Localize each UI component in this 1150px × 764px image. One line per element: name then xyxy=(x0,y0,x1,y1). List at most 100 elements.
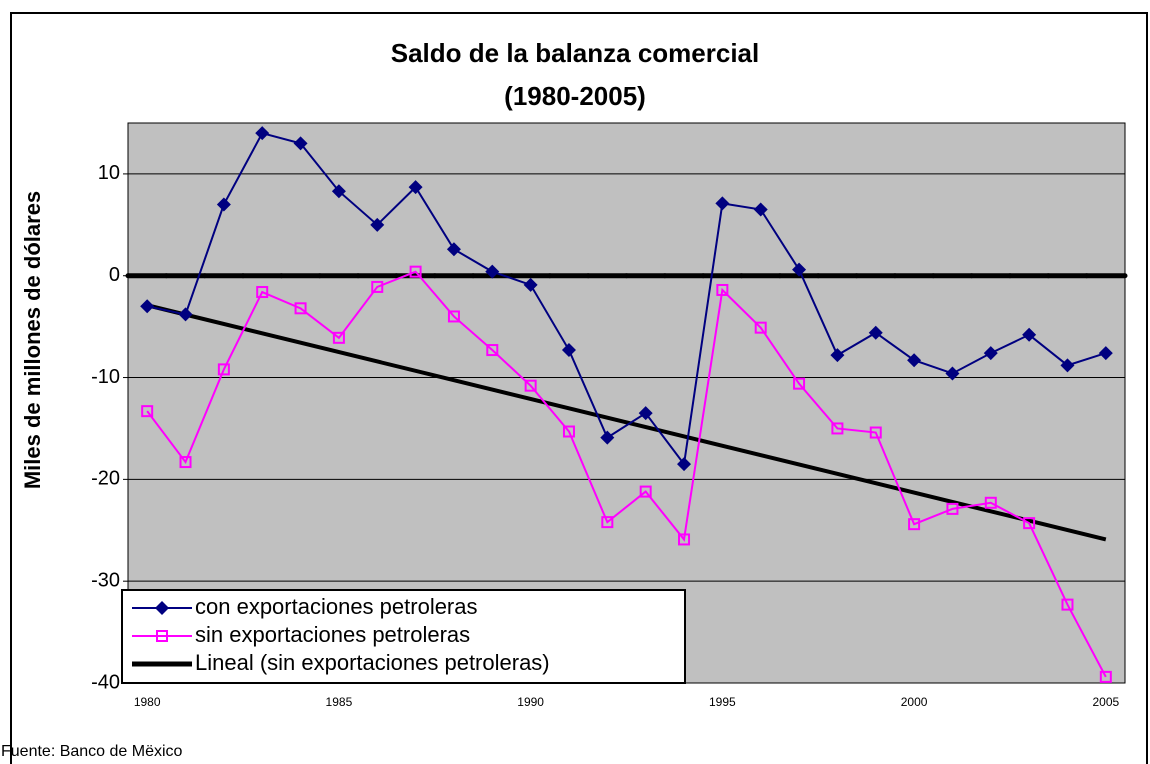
legend-label: sin exportaciones petroleras xyxy=(195,622,470,647)
point xyxy=(1022,327,1037,342)
x-axis-tick xyxy=(892,273,898,279)
point xyxy=(869,426,882,439)
point xyxy=(217,363,230,376)
point xyxy=(908,518,921,531)
y-axis-label: Miles de millones de dólares xyxy=(20,191,45,489)
x-axis-tick xyxy=(125,273,131,279)
x-axis-tick xyxy=(739,273,745,279)
point xyxy=(945,366,960,381)
point xyxy=(486,344,499,357)
x-axis-tick xyxy=(278,273,284,279)
point xyxy=(678,533,691,546)
point xyxy=(638,406,653,421)
point xyxy=(831,422,844,435)
point xyxy=(256,286,269,299)
y-tick-label: -40 xyxy=(91,671,120,693)
point xyxy=(601,516,614,529)
point xyxy=(1099,670,1112,683)
x-axis-tick xyxy=(470,273,476,279)
y-tick-label: -30 xyxy=(91,569,120,591)
point xyxy=(561,343,576,358)
x-axis-tick xyxy=(930,273,936,279)
point xyxy=(370,217,385,232)
point xyxy=(1023,517,1036,530)
point xyxy=(141,405,154,418)
chart-subtitle: (1980-2005) xyxy=(504,81,646,111)
x-axis-tick xyxy=(240,273,246,279)
x-axis-tick xyxy=(1084,273,1090,279)
x-axis-tick xyxy=(1122,273,1128,279)
point xyxy=(907,353,922,368)
legend-marker xyxy=(156,630,168,642)
x-tick-label: 1995 xyxy=(709,695,736,709)
x-tick-label: 2000 xyxy=(901,695,928,709)
y-tick-label: 10 xyxy=(98,162,120,184)
point xyxy=(639,485,652,498)
x-axis-tick xyxy=(393,273,399,279)
point xyxy=(868,325,883,340)
x-axis-tick xyxy=(547,273,553,279)
point xyxy=(524,379,537,392)
point xyxy=(523,277,538,292)
point xyxy=(216,197,231,212)
x-axis-tick xyxy=(815,273,821,279)
x-tick-label: 1985 xyxy=(326,695,353,709)
legend xyxy=(121,589,686,684)
series-line xyxy=(146,132,1107,467)
point xyxy=(946,502,959,515)
point xyxy=(562,425,575,438)
point xyxy=(715,196,730,211)
point xyxy=(984,496,997,509)
point xyxy=(754,321,767,334)
point xyxy=(179,456,192,469)
point xyxy=(716,283,729,296)
point xyxy=(409,265,422,278)
chart-title: Saldo de la balanza comercial xyxy=(391,38,759,68)
legend-label: con exportaciones petroleras xyxy=(195,594,478,619)
point xyxy=(600,430,615,445)
legend-label: Lineal (sin exportaciones petroleras) xyxy=(195,650,550,675)
point xyxy=(255,126,270,141)
x-axis-tick xyxy=(585,273,591,279)
x-tick-label: 2005 xyxy=(1092,695,1119,709)
point xyxy=(1060,358,1075,373)
x-axis-tick xyxy=(355,273,361,279)
point xyxy=(332,331,345,344)
point xyxy=(294,302,307,315)
y-tick-label: -20 xyxy=(91,468,120,490)
y-tick-label: -10 xyxy=(91,366,120,388)
point xyxy=(293,136,308,151)
x-tick-label: 1990 xyxy=(517,695,544,709)
x-axis-tick xyxy=(854,273,860,279)
x-axis-tick xyxy=(624,273,629,279)
point xyxy=(1098,346,1113,361)
x-axis-tick xyxy=(432,273,438,279)
y-tick-label: 0 xyxy=(109,264,120,286)
point xyxy=(178,307,193,322)
x-axis-tick xyxy=(777,273,783,279)
point xyxy=(140,299,155,314)
point xyxy=(447,310,460,323)
point xyxy=(446,242,461,257)
point xyxy=(371,280,384,293)
point xyxy=(792,262,807,277)
x-axis-tick xyxy=(163,273,169,279)
x-axis-tick xyxy=(969,273,975,279)
point xyxy=(753,202,768,217)
legend-marker xyxy=(155,601,169,615)
point xyxy=(408,180,423,195)
x-axis-tick xyxy=(1045,273,1051,279)
point xyxy=(983,346,998,361)
source-note: Fuente: Banco de Mëxico xyxy=(1,743,183,760)
point xyxy=(830,348,845,363)
point xyxy=(677,457,692,472)
point xyxy=(1061,598,1074,611)
point xyxy=(331,184,346,199)
trendline xyxy=(146,303,1107,542)
x-axis-tick xyxy=(700,273,706,279)
point xyxy=(485,264,500,279)
x-tick-label: 1980 xyxy=(134,695,161,709)
x-axis-tick xyxy=(1007,273,1013,279)
series-line xyxy=(146,270,1107,678)
